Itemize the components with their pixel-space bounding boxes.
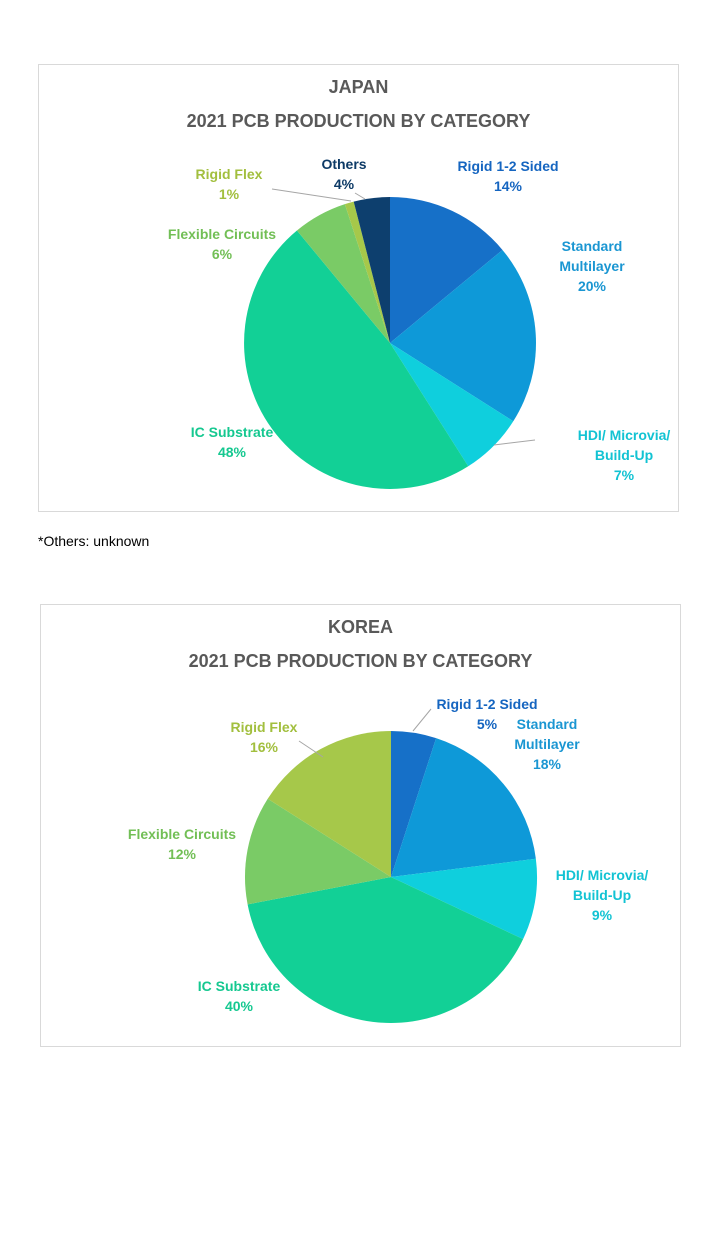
pie-slice-rigid-flex [267, 731, 391, 877]
slice-value-label: 9% [592, 907, 613, 923]
svg-text:Rigid 1-2 Sided: Rigid 1-2 Sided [457, 158, 558, 174]
svg-text:Rigid 1-2 Sided: Rigid 1-2 Sided [436, 696, 537, 712]
slice-value-label: 7% [614, 467, 635, 483]
pie-slice-flexible-circuits [245, 798, 391, 905]
korea-chart-card: KOREA 2021 PCB PRODUCTION BY CATEGORY Ri… [40, 604, 681, 1047]
svg-text:Flexible Circuits: Flexible Circuits [128, 826, 236, 842]
slice-value-label: 18% [533, 756, 562, 772]
japan-pie-chart: Rigid 1-2 Sided 14% Standard Multilayer 20% H… [168, 156, 671, 489]
pie-slice-ic-substrate [244, 230, 469, 489]
slice-value-label: 16% [250, 739, 279, 755]
svg-text:HDI/ Microvia/: HDI/ Microvia/ [556, 867, 649, 883]
svg-text:Rigid Flex: Rigid Flex [196, 166, 263, 182]
leader-line [493, 439, 536, 446]
pie-slice-rigid-1-2-sided [390, 197, 503, 343]
slice-label-hdi-microvia-build-up: HDI/ Microvia/Build-Up 7% [578, 427, 671, 483]
pie-slice-flexible-circuits [296, 204, 390, 343]
slice-label-rigid-flex: Rigid Flex 16% [231, 719, 298, 755]
chart-subtitle: 2021 PCB PRODUCTION BY CATEGORY [188, 651, 533, 671]
slice-value-label: 4% [334, 176, 355, 192]
leader-line [354, 192, 366, 200]
slice-label-standard-multilayer: Standard Multilayer 18% [514, 716, 580, 772]
leader-line [271, 188, 352, 202]
svg-text:Multilayer: Multilayer [559, 258, 625, 274]
footnote: *Others: unknown [38, 533, 150, 549]
pie-slice-standard-multilayer [391, 738, 536, 877]
svg-text:Others: Others [321, 156, 366, 172]
slice-value-label: 14% [494, 178, 523, 194]
slice-value-label: 5% [477, 716, 498, 732]
slice-label-hdi-microvia-build-up: HDI/ Microvia/Build-Up 9% [556, 867, 649, 923]
leader-line [298, 740, 324, 758]
leader-line [412, 708, 432, 732]
chart-title: JAPAN [328, 77, 389, 97]
svg-text:HDI/ Microvia/: HDI/ Microvia/ [578, 427, 671, 443]
pie-slice-rigid-1-2-sided [391, 731, 437, 877]
pie-slice-standard-multilayer [390, 249, 536, 422]
pie-slice-others [353, 197, 390, 343]
slice-label-ic-substrate: IC Substrate 48% [191, 424, 274, 460]
slice-value-label: 6% [212, 246, 233, 262]
slice-label-ic-substrate: IC Substrate 40% [198, 978, 281, 1014]
chart-title: KOREA [327, 617, 393, 637]
svg-text:Flexible Circuits: Flexible Circuits [168, 226, 276, 242]
slice-value-label: 1% [219, 186, 240, 202]
slice-label-rigid-1-2-sided: Rigid 1-2 Sided 14% [457, 158, 558, 194]
slice-label-flexible-circuits: Flexible Circuits 12% [128, 826, 236, 862]
svg-text:IC Substrate: IC Substrate [198, 978, 281, 994]
slice-value-label: 20% [578, 278, 607, 294]
slice-label-others: Others 4% [321, 156, 366, 192]
svg-text:Rigid Flex: Rigid Flex [231, 719, 298, 735]
svg-text:Multilayer: Multilayer [514, 736, 580, 752]
svg-text:Build-Up: Build-Up [595, 447, 653, 463]
slice-value-label: 12% [168, 846, 197, 862]
pie-slice-rigid-flex [344, 201, 390, 343]
pie-slice-hdi-microvia-build-up [391, 858, 537, 940]
slice-label-rigid-flex: Rigid Flex 1% [196, 166, 263, 202]
slice-label-standard-multilayer: Standard Multilayer 20% [559, 238, 625, 294]
svg-text:Standard: Standard [562, 238, 623, 254]
pie-slice-hdi-microvia-build-up [390, 343, 514, 467]
slice-label-flexible-circuits: Flexible Circuits 6% [168, 226, 276, 262]
slice-label-rigid-1-2-sided: Rigid 1-2 Sided 5% [436, 696, 537, 732]
japan-chart-card: JAPAN 2021 PCB PRODUCTION BY CATEGORY Ri… [38, 64, 679, 512]
slice-value-label: 48% [218, 444, 247, 460]
svg-text:Standard: Standard [517, 716, 578, 732]
korea-pie-chart: Rigid 1-2 Sided 5% Standard Multilayer 18% HD… [128, 696, 649, 1023]
svg-text:IC Substrate: IC Substrate [191, 424, 274, 440]
pie-slice-ic-substrate [247, 877, 524, 1023]
slice-value-label: 40% [225, 998, 254, 1014]
svg-text:Build-Up: Build-Up [573, 887, 631, 903]
chart-subtitle: 2021 PCB PRODUCTION BY CATEGORY [186, 111, 531, 131]
